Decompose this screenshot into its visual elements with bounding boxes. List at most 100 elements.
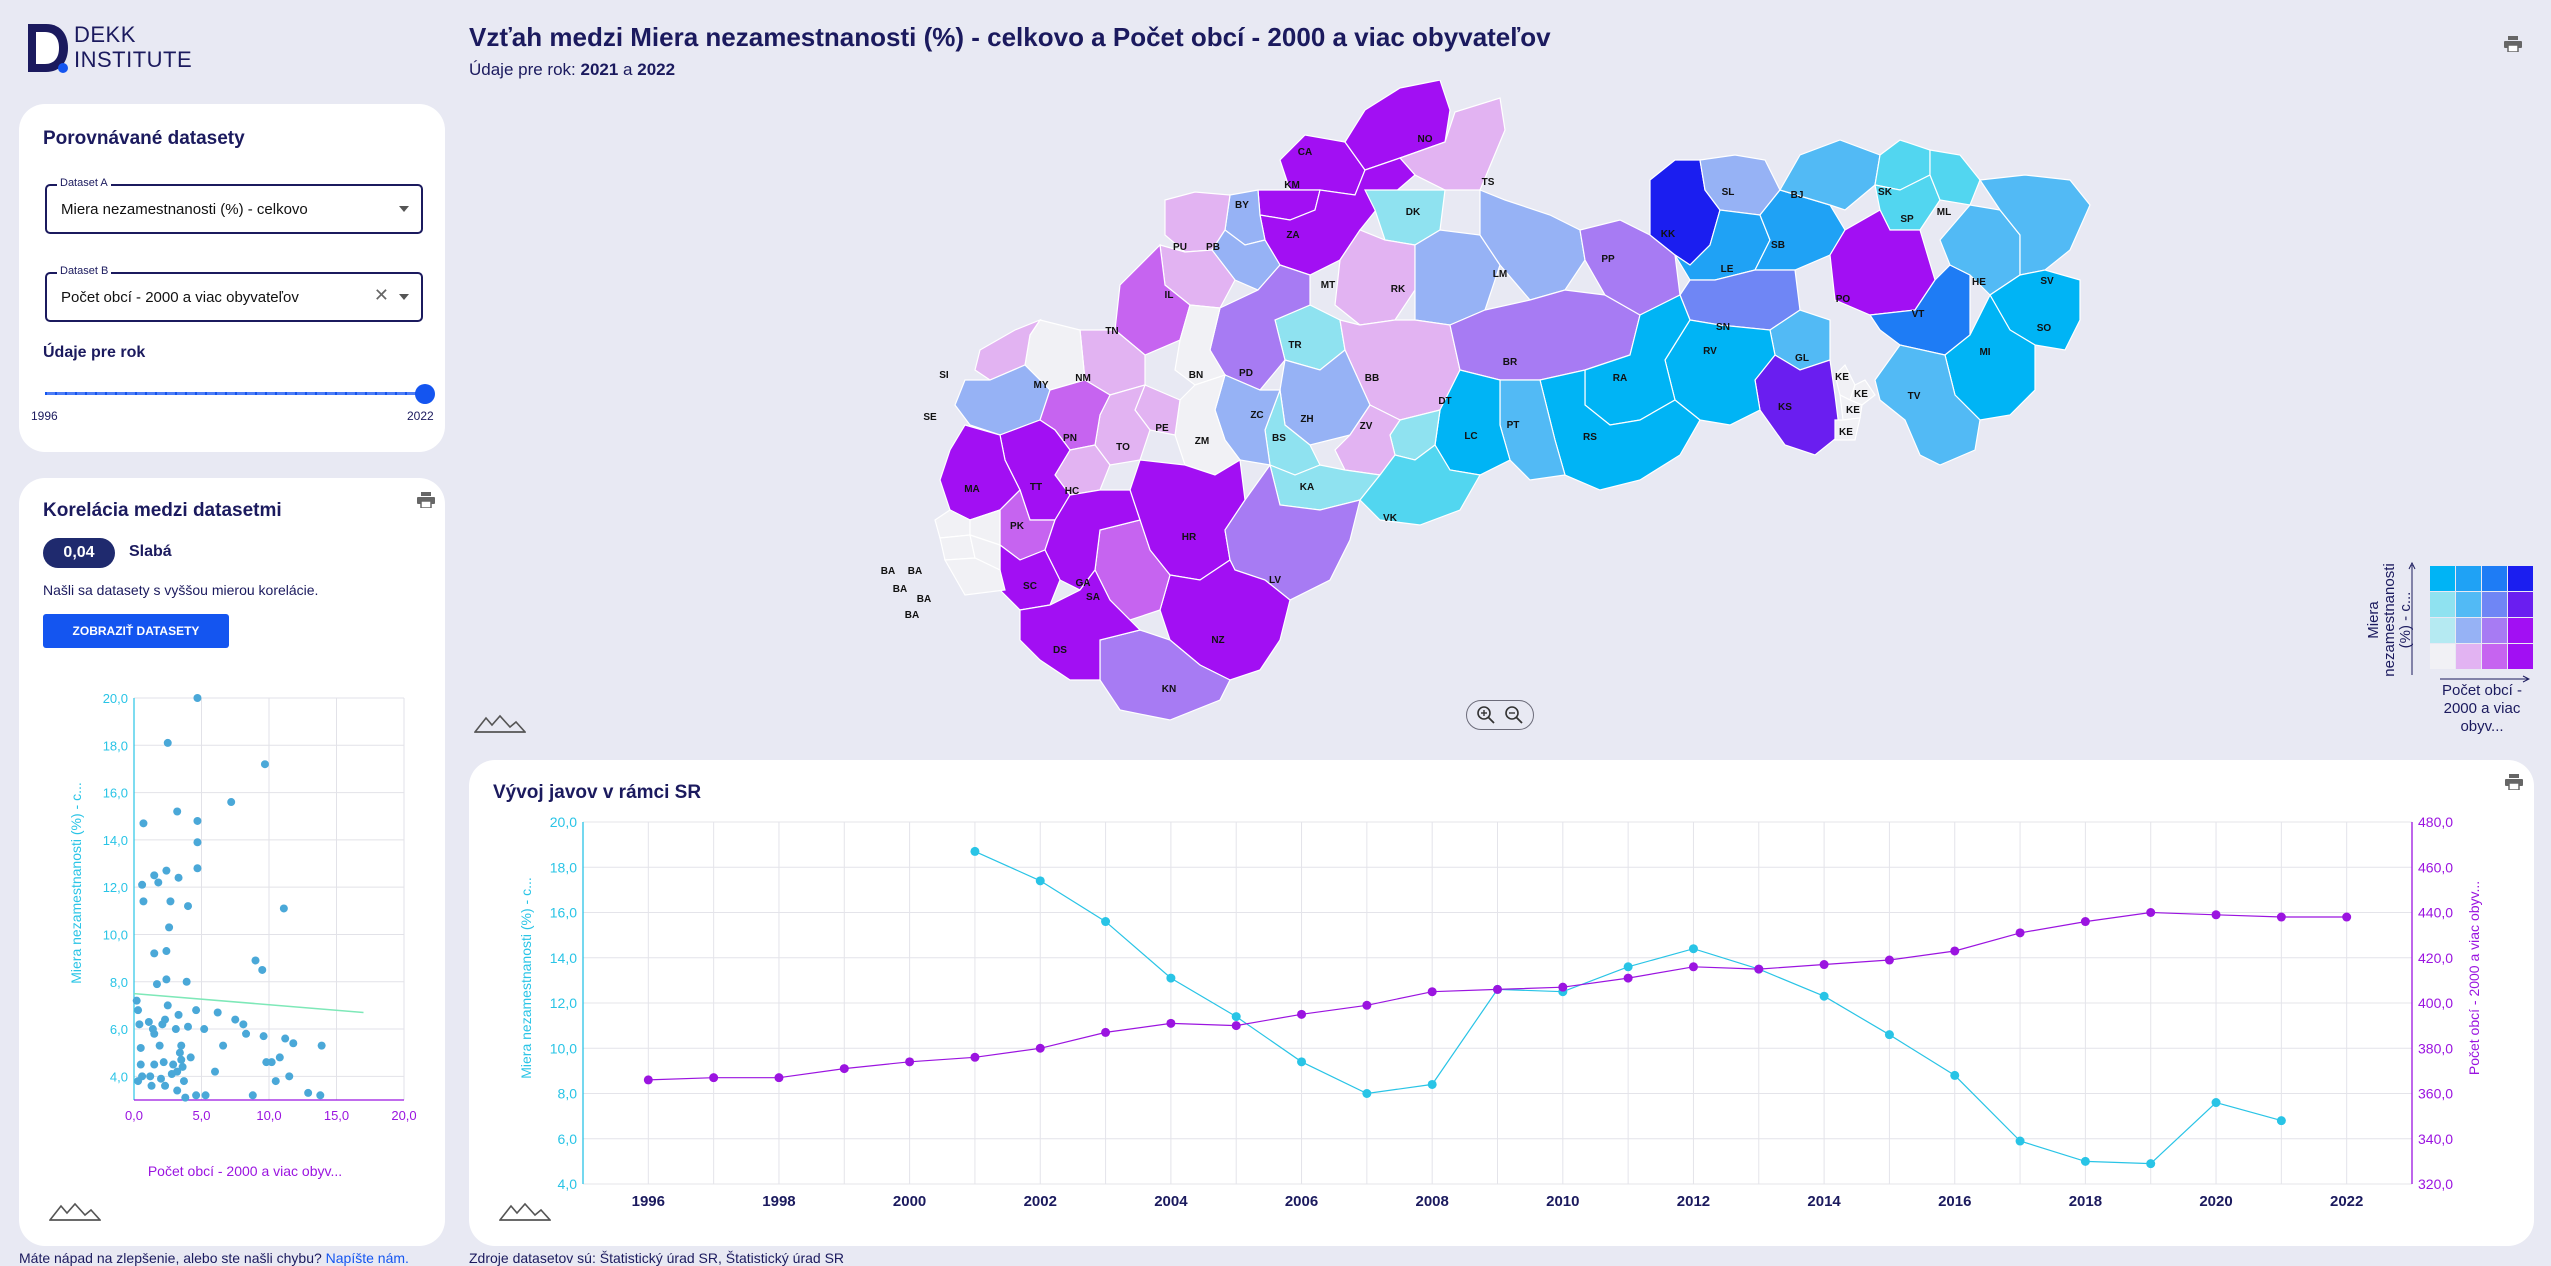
trend-series-point-1[interactable] — [2080, 1156, 2090, 1166]
feedback-link[interactable]: Napíšte nám. — [325, 1250, 409, 1266]
scatter-point[interactable] — [150, 871, 159, 880]
scatter-point[interactable] — [211, 1067, 219, 1076]
scatter-point[interactable] — [219, 1041, 228, 1050]
trend-series-point-1[interactable] — [1884, 1030, 1894, 1040]
trend-series-point-2[interactable] — [774, 1073, 784, 1083]
scatter-point[interactable] — [163, 1001, 172, 1010]
print-icon[interactable] — [2505, 774, 2523, 790]
map-region-vt[interactable] — [1868, 264, 1971, 356]
trend-series-point-2[interactable] — [1297, 1009, 1307, 1019]
choropleth-map[interactable]: CA NO TS KM ZA BY PU PB IL DK MT RK LM TN TR PD BN NM MY SI… — [840, 80, 2180, 735]
dataset-b-select[interactable]: Dataset B Počet obcí - 2000 a viac obyva… — [45, 265, 423, 322]
scatter-point[interactable] — [135, 1020, 144, 1029]
map-region-lm[interactable] — [1479, 189, 1586, 301]
trend-series-point-2[interactable] — [1101, 1027, 1111, 1037]
trend-series-point-1[interactable] — [1950, 1070, 1960, 1080]
scatter-point[interactable] — [159, 1058, 168, 1067]
scatter-point[interactable] — [169, 1060, 178, 1069]
scatter-point[interactable] — [161, 1015, 170, 1024]
trend-series-point-1[interactable] — [2276, 1116, 2286, 1126]
trend-series-point-1[interactable] — [2146, 1159, 2156, 1169]
trend-series-point-1[interactable] — [1231, 1012, 1241, 1022]
map-type-icon[interactable] — [474, 712, 526, 734]
scatter-point[interactable] — [157, 1074, 165, 1083]
map-region-ba[interactable] — [939, 534, 976, 561]
show-datasets-button[interactable]: ZOBRAZIŤ DATASETY — [43, 614, 229, 648]
scatter-point[interactable] — [193, 816, 202, 825]
print-icon[interactable] — [2504, 36, 2522, 52]
scatter-point[interactable] — [251, 956, 260, 965]
scatter-point[interactable] — [150, 1060, 159, 1069]
map-region-sv[interactable] — [1978, 174, 2091, 276]
scatter-point[interactable] — [132, 996, 141, 1005]
scatter-point[interactable] — [316, 1091, 325, 1100]
trend-series-point-2[interactable] — [2015, 928, 2025, 938]
scatter-point[interactable] — [227, 798, 236, 807]
scatter-point[interactable] — [178, 1062, 187, 1071]
scatter-point[interactable] — [285, 1072, 294, 1081]
scatter-point[interactable] — [163, 738, 172, 747]
zoom-out-icon[interactable] — [1504, 705, 1524, 725]
scatter-point[interactable] — [171, 1025, 180, 1034]
scatter-point[interactable] — [275, 1053, 284, 1062]
map-region-sc[interactable] — [999, 543, 1061, 611]
trend-series-point-2[interactable] — [1623, 973, 1633, 983]
scatter-point[interactable] — [139, 819, 148, 828]
trend-series-point-2[interactable] — [2211, 910, 2221, 920]
zoom-in-icon[interactable] — [1476, 705, 1496, 725]
trend-series-point-1[interactable] — [2211, 1098, 2221, 1108]
trend-series-point-2[interactable] — [1558, 982, 1568, 992]
trend-series-point-2[interactable] — [1493, 984, 1502, 994]
scatter-point[interactable] — [193, 694, 202, 702]
trend-series-point-1[interactable] — [1297, 1057, 1307, 1067]
scatter-point[interactable] — [150, 1029, 159, 1038]
scatter-point[interactable] — [304, 1088, 313, 1097]
map-region-kn[interactable] — [1099, 629, 1231, 721]
trend-series-point-2[interactable] — [2342, 912, 2352, 922]
scatter-point[interactable] — [267, 1058, 276, 1067]
scatter-point[interactable] — [150, 949, 159, 958]
map-region-ks[interactable] — [1754, 354, 1841, 456]
scatter-point[interactable] — [192, 1091, 201, 1100]
scatter-point[interactable] — [248, 1091, 257, 1100]
map-region-ke[interactable] — [1849, 379, 1876, 406]
trend-series-point-1[interactable] — [1623, 962, 1633, 972]
print-icon[interactable] — [417, 492, 435, 508]
trend-series-point-2[interactable] — [2080, 917, 2090, 927]
trend-series-point-2[interactable] — [1362, 1000, 1372, 1010]
trend-series-point-2[interactable] — [1819, 960, 1829, 970]
scatter-point[interactable] — [136, 1043, 145, 1052]
map-region-vk[interactable] — [1359, 444, 1481, 526]
scatter-point[interactable] — [165, 923, 174, 932]
year-slider-track[interactable] — [45, 392, 425, 395]
trend-series-point-2[interactable] — [643, 1075, 653, 1085]
trend-series-point-2[interactable] — [1754, 964, 1764, 974]
logo[interactable]: DEKK INSTITUTE — [26, 22, 192, 78]
chart-type-icon[interactable] — [49, 1200, 101, 1222]
scatter-point[interactable] — [184, 1022, 192, 1031]
map-region-bn[interactable] — [1174, 304, 1226, 386]
scatter-point[interactable] — [173, 807, 182, 816]
scatter-point[interactable] — [317, 1041, 326, 1050]
scatter-point[interactable] — [162, 947, 171, 956]
scatter-point[interactable] — [193, 864, 202, 873]
scatter-point[interactable] — [162, 866, 171, 875]
scatter-point[interactable] — [174, 1010, 183, 1019]
scatter-point[interactable] — [134, 1077, 143, 1086]
scatter-point[interactable] — [136, 1060, 145, 1069]
scatter-point[interactable] — [281, 1034, 290, 1043]
scatter-point[interactable] — [152, 980, 161, 989]
trend-series-point-2[interactable] — [709, 1073, 719, 1083]
scatter-point[interactable] — [201, 1091, 210, 1100]
map-region-po[interactable] — [1829, 209, 1936, 316]
trend-series-point-2[interactable] — [1166, 1018, 1176, 1028]
scatter-point[interactable] — [200, 1025, 209, 1034]
scatter-point[interactable] — [174, 873, 183, 882]
scatter-point[interactable] — [162, 975, 171, 984]
trend-series-point-2[interactable] — [839, 1064, 849, 1074]
trend-series-point-2[interactable] — [1884, 955, 1894, 965]
scatter-point[interactable] — [186, 1053, 195, 1062]
scatter-point[interactable] — [260, 760, 269, 769]
year-slider-thumb[interactable] — [415, 384, 435, 404]
scatter-point[interactable] — [175, 1048, 184, 1057]
